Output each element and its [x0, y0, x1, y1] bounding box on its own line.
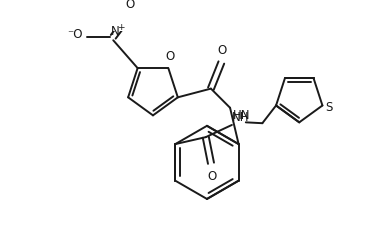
Text: N: N	[111, 25, 119, 38]
Text: S: S	[325, 101, 332, 114]
Text: +: +	[117, 22, 125, 32]
Text: O: O	[166, 50, 175, 63]
Text: O: O	[207, 170, 216, 183]
Text: ⁻O: ⁻O	[67, 28, 83, 41]
Text: NH: NH	[232, 111, 249, 124]
Text: O: O	[125, 0, 134, 11]
Text: O: O	[217, 44, 227, 57]
Text: HN: HN	[233, 109, 250, 122]
